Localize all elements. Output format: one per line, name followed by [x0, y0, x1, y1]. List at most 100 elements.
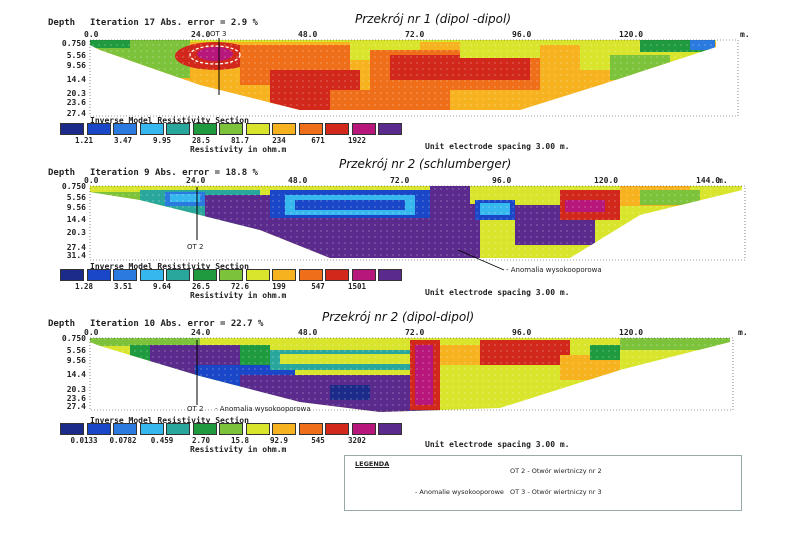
section-2-x-unit: m.	[718, 176, 728, 185]
section-1-colorbar-value: 1.21	[74, 136, 94, 145]
section-3-colorbar-value: 545	[311, 436, 325, 445]
section-2-colorbar-swatch	[60, 269, 84, 281]
section-2-depth-tick: 0.750	[61, 182, 86, 191]
section-1-colorbar-swatch	[298, 123, 323, 135]
annotation-label-3: - Anomalia wysokooporowa	[215, 405, 311, 413]
section-3-colorbar-value: 0.0782	[109, 436, 137, 445]
section-1-colorbar-swatch	[272, 123, 296, 135]
section-1-colorbar-swatch	[166, 123, 190, 135]
annotation-label-2: - Anomalia wysokooporowa	[506, 266, 602, 274]
section-2-colorbar-swatch	[378, 269, 402, 281]
section-3-colorbar-swatch	[325, 423, 349, 435]
section-3-x-tick: 120.0	[619, 328, 644, 337]
section-3-plot	[89, 337, 734, 412]
section-1-colorbar-swatch	[325, 123, 349, 135]
section-2-colorbar-swatch	[86, 269, 111, 281]
section-2-depth-tick: 5.56	[66, 193, 86, 202]
legend-box: LEGENDA - Anomalie wysokooporowe OT 2 - …	[344, 455, 742, 511]
section-2-depth-tick: 14.4	[66, 215, 86, 224]
section-3-colorbar-swatch	[139, 423, 164, 435]
section-3-x-unit: m.	[738, 328, 748, 337]
section-3-depth-tick: 9.56	[66, 356, 86, 365]
section-3-depth-label: Depth	[48, 319, 76, 329]
borehole-ot2-label-2: OT 2	[187, 243, 204, 251]
section-2-title: Przekrój nr 2 (schlumberger)	[339, 157, 512, 171]
section-1-colorbar-value: 81.7	[230, 136, 250, 145]
section-1-colorbar-value: 28.5	[191, 136, 211, 145]
section-2-colorbar-swatch	[351, 269, 376, 281]
section-3-x-tick: 72.0	[405, 328, 425, 337]
section-3-x-tick: 24.0	[191, 328, 211, 337]
section-3-colorbar-value: 15.8	[230, 436, 250, 445]
section-2-colorbar-value: 3.51	[113, 282, 133, 291]
section-2-colorbar-swatch	[219, 269, 243, 281]
section-3-colorbar-swatch	[60, 423, 84, 435]
section-1-colorbar-value: 671	[311, 136, 325, 145]
section-2-x-tick: 96.0	[492, 176, 512, 185]
section-2-x-tick: 24.0	[186, 176, 206, 185]
section-2-colorbar-value: 199	[272, 282, 286, 291]
section-1-title: Przekrój nr 1 (dipol -dipol)	[355, 12, 512, 26]
section-1-colorbar-value: 1922	[347, 136, 367, 145]
section-3-colorbar-swatch	[351, 423, 376, 435]
section-3-colorbar-value: 0.0133	[70, 436, 98, 445]
section-3-colorbar-swatch	[219, 423, 243, 435]
section-3-colorbar-value: 0.459	[150, 436, 174, 445]
section-2-x-tick: 144.0	[696, 176, 721, 185]
section-2-colorbar-value: 1501	[347, 282, 367, 291]
section-1-x-tick: 0.0	[84, 30, 99, 39]
section-1-x-tick: 96.0	[512, 30, 532, 39]
section-2-colorbar-title: Inverse Model Resistivity Section	[90, 262, 249, 271]
borehole-ot2-label-3: OT 2	[187, 405, 204, 413]
section-1-depth-tick: 5.56	[66, 51, 86, 60]
section-1-iteration: Iteration 17 Abs. error = 2.9 %	[90, 18, 258, 28]
section-2-colorbar-value: 26.5	[191, 282, 211, 291]
section-1-colorbar-value: 9.95	[152, 136, 172, 145]
section-1-x-tick: 120.0	[619, 30, 644, 39]
section-3-x-tick: 96.0	[512, 328, 532, 337]
section-2-colorbar-value: 1.28	[74, 282, 94, 291]
section-1-colorbar-swatch	[351, 123, 376, 135]
section-3-colorbar-units: Resistivity in ohm.m	[190, 445, 287, 454]
section-2-colorbar-swatch	[245, 269, 270, 281]
section-2-depth-label: Depth	[48, 168, 76, 178]
section-1-colorbar-swatch	[60, 123, 84, 135]
section-2-depth-tick: 27.4	[66, 243, 86, 252]
section-2-colorbar-swatch	[166, 269, 190, 281]
section-3-title: Przekrój nr 2 (dipol-dipol)	[322, 310, 475, 324]
section-3-colorbar-swatch	[166, 423, 190, 435]
section-1-depth-tick: 9.56	[66, 61, 86, 70]
section-1-depth-tick: 23.6	[66, 98, 86, 107]
section-2-colorbar-swatch	[139, 269, 164, 281]
section-1-x-tick: 24.0	[191, 30, 211, 39]
legend-anomaly-label: - Anomalie wysokooporowe	[415, 488, 504, 496]
section-2-colorbar-units: Resistivity in ohm.m	[190, 291, 287, 300]
section-2-plot	[89, 185, 746, 271]
section-3-x-tick: 48.0	[298, 328, 318, 337]
section-1-depth-tick: 27.4	[66, 109, 86, 118]
section-2-colorbar-swatch	[272, 269, 296, 281]
section-2-depth-tick: 31.4	[66, 251, 86, 260]
section-1-depth-label: Depth	[48, 18, 76, 28]
section-1-colorbar-value: 234	[272, 136, 286, 145]
section-3-colorbar-swatch	[192, 423, 217, 435]
section-3-x-tick: 0.0	[84, 328, 99, 337]
section-3-depth-tick: 0.750	[61, 334, 86, 343]
section-3-colorbar-swatch	[113, 423, 137, 435]
section-3-colorbar-swatch	[378, 423, 402, 435]
section-1-electrode-spacing: Unit electrode spacing 3.00 m.	[425, 142, 570, 151]
section-1-colorbar-swatch	[192, 123, 217, 135]
section-2-x-tick: 120.0	[594, 176, 619, 185]
section-1-colorbar-units: Resistivity in ohm.m	[190, 145, 287, 154]
section-1-colorbar-swatch	[219, 123, 243, 135]
section-1-x-unit: m.	[740, 30, 750, 39]
section-2-colorbar-value: 9.64	[152, 282, 172, 291]
section-2-depth-tick: 9.56	[66, 203, 86, 212]
section-3-iteration: Iteration 10 Abs. error = 22.7 %	[90, 319, 264, 329]
section-1-colorbar-title: Inverse Model Resistivity Section	[90, 116, 249, 125]
section-3-colorbar-value: 2.70	[191, 436, 211, 445]
section-3-depth-tick: 27.4	[66, 402, 86, 411]
section-2-colorbar-swatch	[192, 269, 217, 281]
section-1-x-tick: 72.0	[405, 30, 425, 39]
section-2-x-tick: 0.0	[84, 176, 99, 185]
